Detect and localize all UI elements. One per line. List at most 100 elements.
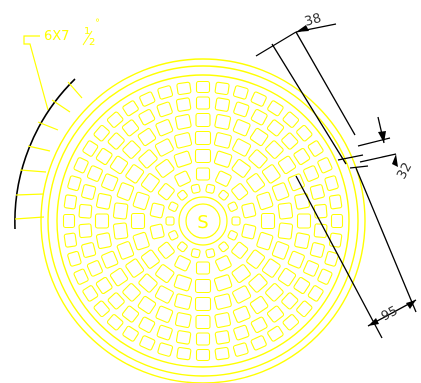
pattern-cell (313, 203, 328, 219)
pattern-cell (227, 230, 238, 241)
pattern-cell (62, 213, 76, 229)
pattern-cell (174, 113, 192, 130)
pattern-cell (125, 258, 145, 278)
pattern-cell (309, 184, 325, 200)
pattern-cell (112, 202, 129, 220)
pattern-cell (328, 194, 343, 210)
pattern-cell (93, 124, 110, 142)
pattern-cell (63, 232, 78, 248)
pattern-cell (67, 250, 82, 267)
pattern-cell (282, 111, 300, 128)
pattern-cell (107, 292, 125, 310)
pattern-cell (205, 248, 216, 259)
pattern-cell (86, 165, 103, 182)
pattern-cell (296, 213, 312, 229)
pattern-cell (232, 285, 252, 304)
pattern-cell (214, 97, 231, 112)
pattern-cell (277, 155, 297, 175)
pattern-cell (122, 325, 139, 342)
rib-callout-lines (14, 81, 83, 220)
pattern-cell (317, 157, 333, 174)
pattern-cell (215, 255, 232, 272)
pattern-cell (267, 100, 284, 117)
pattern-cell (250, 335, 267, 351)
pattern-cell (176, 346, 192, 361)
pattern-cell (265, 283, 284, 302)
pattern-cell (132, 191, 150, 211)
pattern-cell (174, 132, 193, 149)
pattern-cell (122, 283, 141, 302)
pattern-cell (139, 335, 156, 351)
callout-label: 6X7 (44, 29, 69, 44)
pattern-cell (227, 201, 238, 212)
pattern-cell (218, 189, 229, 201)
pattern-cell (214, 81, 230, 96)
pattern-cell (155, 158, 175, 178)
pattern-cell (277, 222, 294, 240)
callout-fraction-den: 2 (89, 37, 95, 48)
pattern-cell (213, 132, 232, 149)
pattern-cell (249, 295, 269, 315)
pattern-cell (121, 305, 140, 323)
pattern-cell (165, 216, 175, 226)
pattern-cell (81, 242, 97, 258)
pattern-cell (267, 325, 284, 342)
pattern-cell (101, 173, 119, 192)
pattern-cell (155, 264, 175, 284)
pattern-cell (81, 184, 97, 200)
pattern-cell (194, 148, 212, 164)
pattern-cell (82, 140, 99, 157)
pattern-cell (195, 167, 211, 181)
pattern-cell (233, 101, 250, 118)
pattern-cell (139, 91, 156, 107)
pattern-cell (132, 231, 150, 251)
pattern-cell (231, 241, 249, 259)
pattern-cell (195, 96, 211, 110)
center-label: S (197, 212, 208, 233)
pattern-cell (106, 314, 124, 331)
pattern-cell (214, 312, 232, 329)
pattern-cell (282, 314, 300, 331)
pattern-cell (231, 183, 249, 201)
pattern-cell (213, 150, 233, 168)
pattern-cell (195, 112, 211, 128)
pattern-cell (232, 342, 249, 357)
pattern-cell (82, 285, 99, 302)
pattern-cell (231, 264, 251, 284)
pattern-cell (195, 261, 211, 275)
pattern-cell (94, 213, 110, 229)
pattern-cell (194, 296, 212, 312)
pattern-cell (307, 140, 324, 157)
pattern-cell (138, 149, 158, 169)
pattern-cell (303, 165, 320, 182)
pattern-cell (214, 330, 231, 345)
outer-rim (40, 58, 366, 383)
pattern-cell (324, 175, 339, 192)
dimension-32 (337, 116, 398, 169)
pattern-cell (137, 127, 157, 147)
pattern-cell (281, 292, 299, 310)
pattern-cell (261, 164, 281, 184)
pattern-cell (250, 108, 268, 126)
pattern-cell (205, 183, 216, 194)
pattern-cell (296, 300, 313, 318)
dimension-38-label: 38 (303, 11, 323, 30)
pattern-cell (157, 183, 175, 201)
pattern-cell (256, 191, 274, 211)
pattern-cell (157, 85, 174, 100)
pattern-cell (232, 85, 249, 100)
pattern-cell (177, 241, 188, 253)
pattern-cell (277, 267, 297, 287)
pattern-cell (307, 285, 324, 302)
callout-fraction-bar (82, 30, 93, 46)
pattern-cell (328, 232, 343, 248)
pattern-cell (95, 276, 113, 295)
pattern-cell (232, 138, 252, 157)
pattern-cell (293, 147, 311, 166)
pattern-cell (324, 250, 339, 267)
outer-rim-circle (40, 58, 366, 383)
pattern-cell (67, 175, 82, 192)
pattern-cell (246, 173, 266, 193)
pattern-cell (157, 342, 174, 357)
